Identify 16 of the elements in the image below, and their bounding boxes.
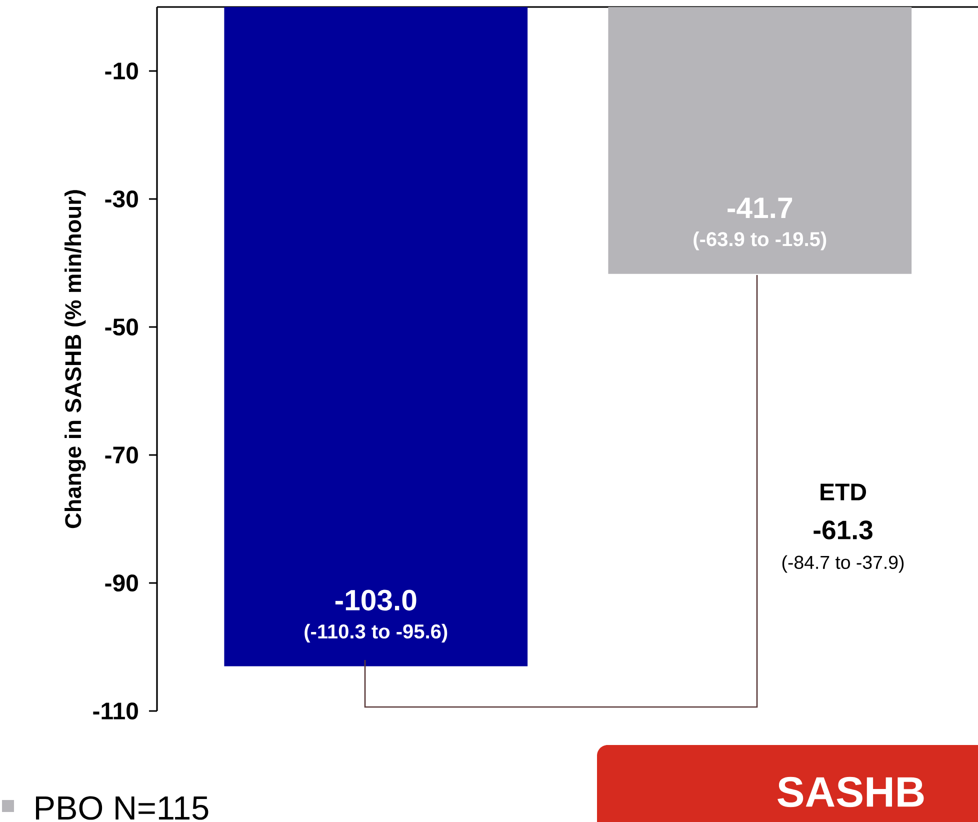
y-tick-label: -50 <box>105 318 138 336</box>
annotation: -61.3 <box>814 520 872 540</box>
y-tick-label: -110 <box>93 702 138 720</box>
y-tick-label: -30 <box>105 190 138 208</box>
y-axis-title: Change in SASHB (% min/hour) <box>64 190 86 528</box>
legend-label: PBO N=115 <box>36 796 208 820</box>
y-tick-label: -90 <box>105 574 138 592</box>
y-tick-label: -70 <box>105 446 138 464</box>
annotation: (-63.9 to -19.5) <box>694 232 826 250</box>
annotation: ETD <box>820 484 866 500</box>
text: SASHB <box>778 776 924 808</box>
data-label: -103.0 <box>335 590 416 611</box>
annotation: (-110.3 to -95.6) <box>304 624 448 643</box>
annotation: (-84.7 to -37.9) <box>782 555 904 573</box>
data-label: -41.7 <box>728 198 792 218</box>
y-tick-label: -10 <box>105 62 138 80</box>
